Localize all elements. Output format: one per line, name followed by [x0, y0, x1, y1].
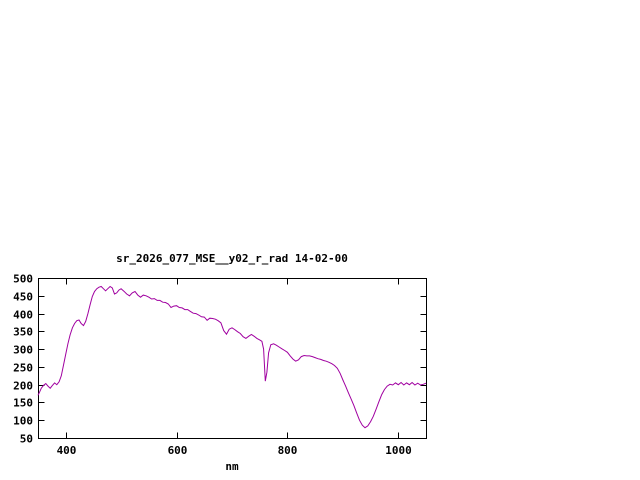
- y-tick-label: 350: [13, 326, 33, 339]
- chart-title: sr_2026_077_MSE__y02_r_rad 14-02-00: [116, 252, 348, 265]
- y-tick-label: 500: [13, 273, 33, 286]
- y-tick-label: 200: [13, 380, 33, 393]
- x-tick-label: 1000: [385, 444, 412, 457]
- series-line-spectral_radiance: [37, 285, 427, 429]
- y-tick-label: 400: [13, 309, 33, 322]
- plot-border: [38, 278, 427, 439]
- y-tick-label: 50: [20, 433, 33, 446]
- y-tick-label: 300: [13, 344, 33, 357]
- y-tick-label: 150: [13, 397, 33, 410]
- y-tick-label: 100: [13, 415, 33, 428]
- x-tick-label: 800: [278, 444, 298, 457]
- x-tick-label: 400: [57, 444, 77, 457]
- x-tick-label: 600: [168, 444, 188, 457]
- y-tick-label: 450: [13, 291, 33, 304]
- y-tick-label: 250: [13, 362, 33, 375]
- x-axis-label: nm: [225, 460, 239, 473]
